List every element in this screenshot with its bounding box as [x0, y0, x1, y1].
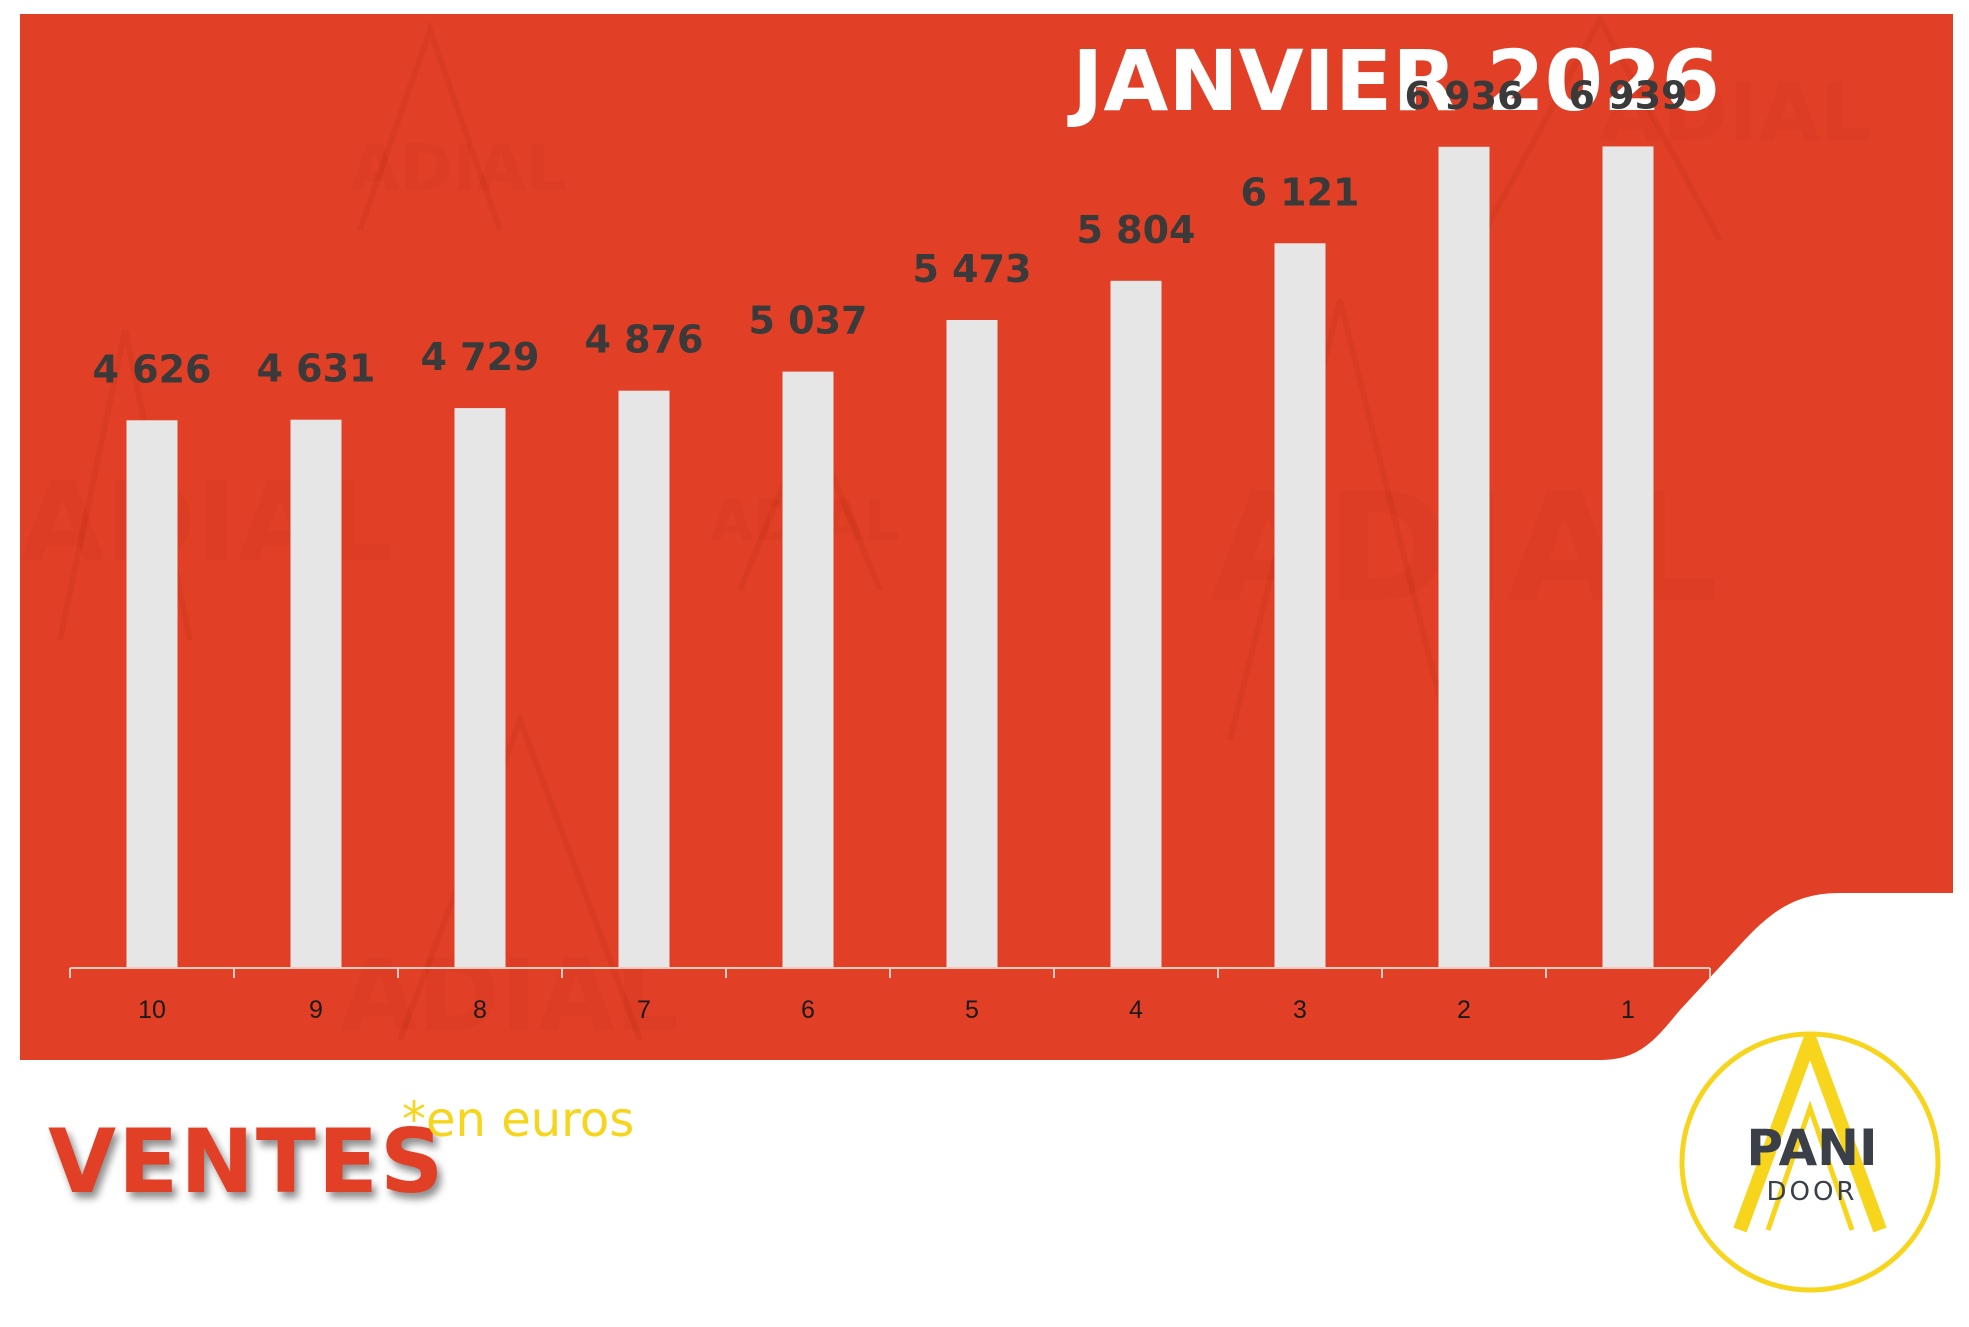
value-label-8: 4 729	[421, 335, 540, 379]
watermark-word-1: ADIAL	[350, 132, 567, 206]
bar-7	[618, 390, 670, 968]
chart-title: JANVIER 2026	[1067, 32, 1720, 130]
bar-2	[1438, 146, 1490, 969]
x-tick-label-4: 4	[1129, 996, 1143, 1024]
watermark-a-1	[357, 20, 503, 231]
value-label-3: 6 121	[1241, 170, 1360, 214]
bar-series	[126, 146, 1654, 969]
x-tick-label-10: 10	[138, 996, 166, 1024]
bar-9	[290, 419, 342, 969]
panidoor-logo: PANI DOOR	[1679, 1031, 1941, 1293]
logo-a-shape	[1733, 1033, 1887, 1233]
value-label-7: 4 876	[585, 318, 704, 362]
x-tick-label-2: 2	[1457, 996, 1471, 1024]
x-tick-label-3: 3	[1293, 996, 1307, 1024]
value-label-1: 6 939	[1569, 73, 1688, 117]
logo-text-pani: PANI	[1746, 1119, 1877, 1177]
value-label-2: 6 936	[1405, 74, 1524, 118]
value-label-9: 4 631	[257, 347, 376, 391]
bar-1	[1602, 146, 1654, 969]
watermark-a-5	[397, 711, 643, 1042]
watermark-word-2: ADIAL	[1600, 66, 1871, 159]
unit-note: *en euros	[402, 1092, 635, 1148]
value-label-10: 4 626	[93, 347, 212, 391]
bar-10	[126, 420, 178, 968]
value-label-group: 4 626 4 631 4 729 4 876 5 037 5 473 5 804 6 121…	[93, 73, 1688, 391]
logo-text-door: DOOR	[1766, 1177, 1857, 1207]
x-tick-label-5: 5	[965, 996, 979, 1024]
watermark-a-4	[1477, 13, 1723, 242]
bar-3	[1274, 243, 1326, 968]
bar-6	[782, 371, 834, 968]
value-label-4: 5 804	[1077, 208, 1196, 252]
watermark-a-3	[1227, 299, 1453, 741]
logo-a-inner	[1765, 1100, 1855, 1231]
x-tick-label-7: 7	[637, 996, 651, 1024]
bar-4	[1110, 280, 1162, 968]
value-label-6: 5 037	[749, 299, 868, 343]
bar-8	[454, 408, 506, 968]
ventes-label: VENTES	[48, 1110, 446, 1213]
value-label-5: 5 473	[913, 247, 1032, 291]
watermark-layer	[57, 13, 1723, 1042]
bar-5	[946, 319, 998, 968]
x-tick-label-8: 8	[473, 996, 487, 1024]
x-axis: 10 9 8 7 6 5 4 3 2 1	[69, 967, 1711, 1024]
x-tick-label-1: 1	[1621, 996, 1635, 1024]
x-tick-label-9: 9	[309, 996, 323, 1024]
x-tick-label-6: 6	[801, 996, 815, 1024]
